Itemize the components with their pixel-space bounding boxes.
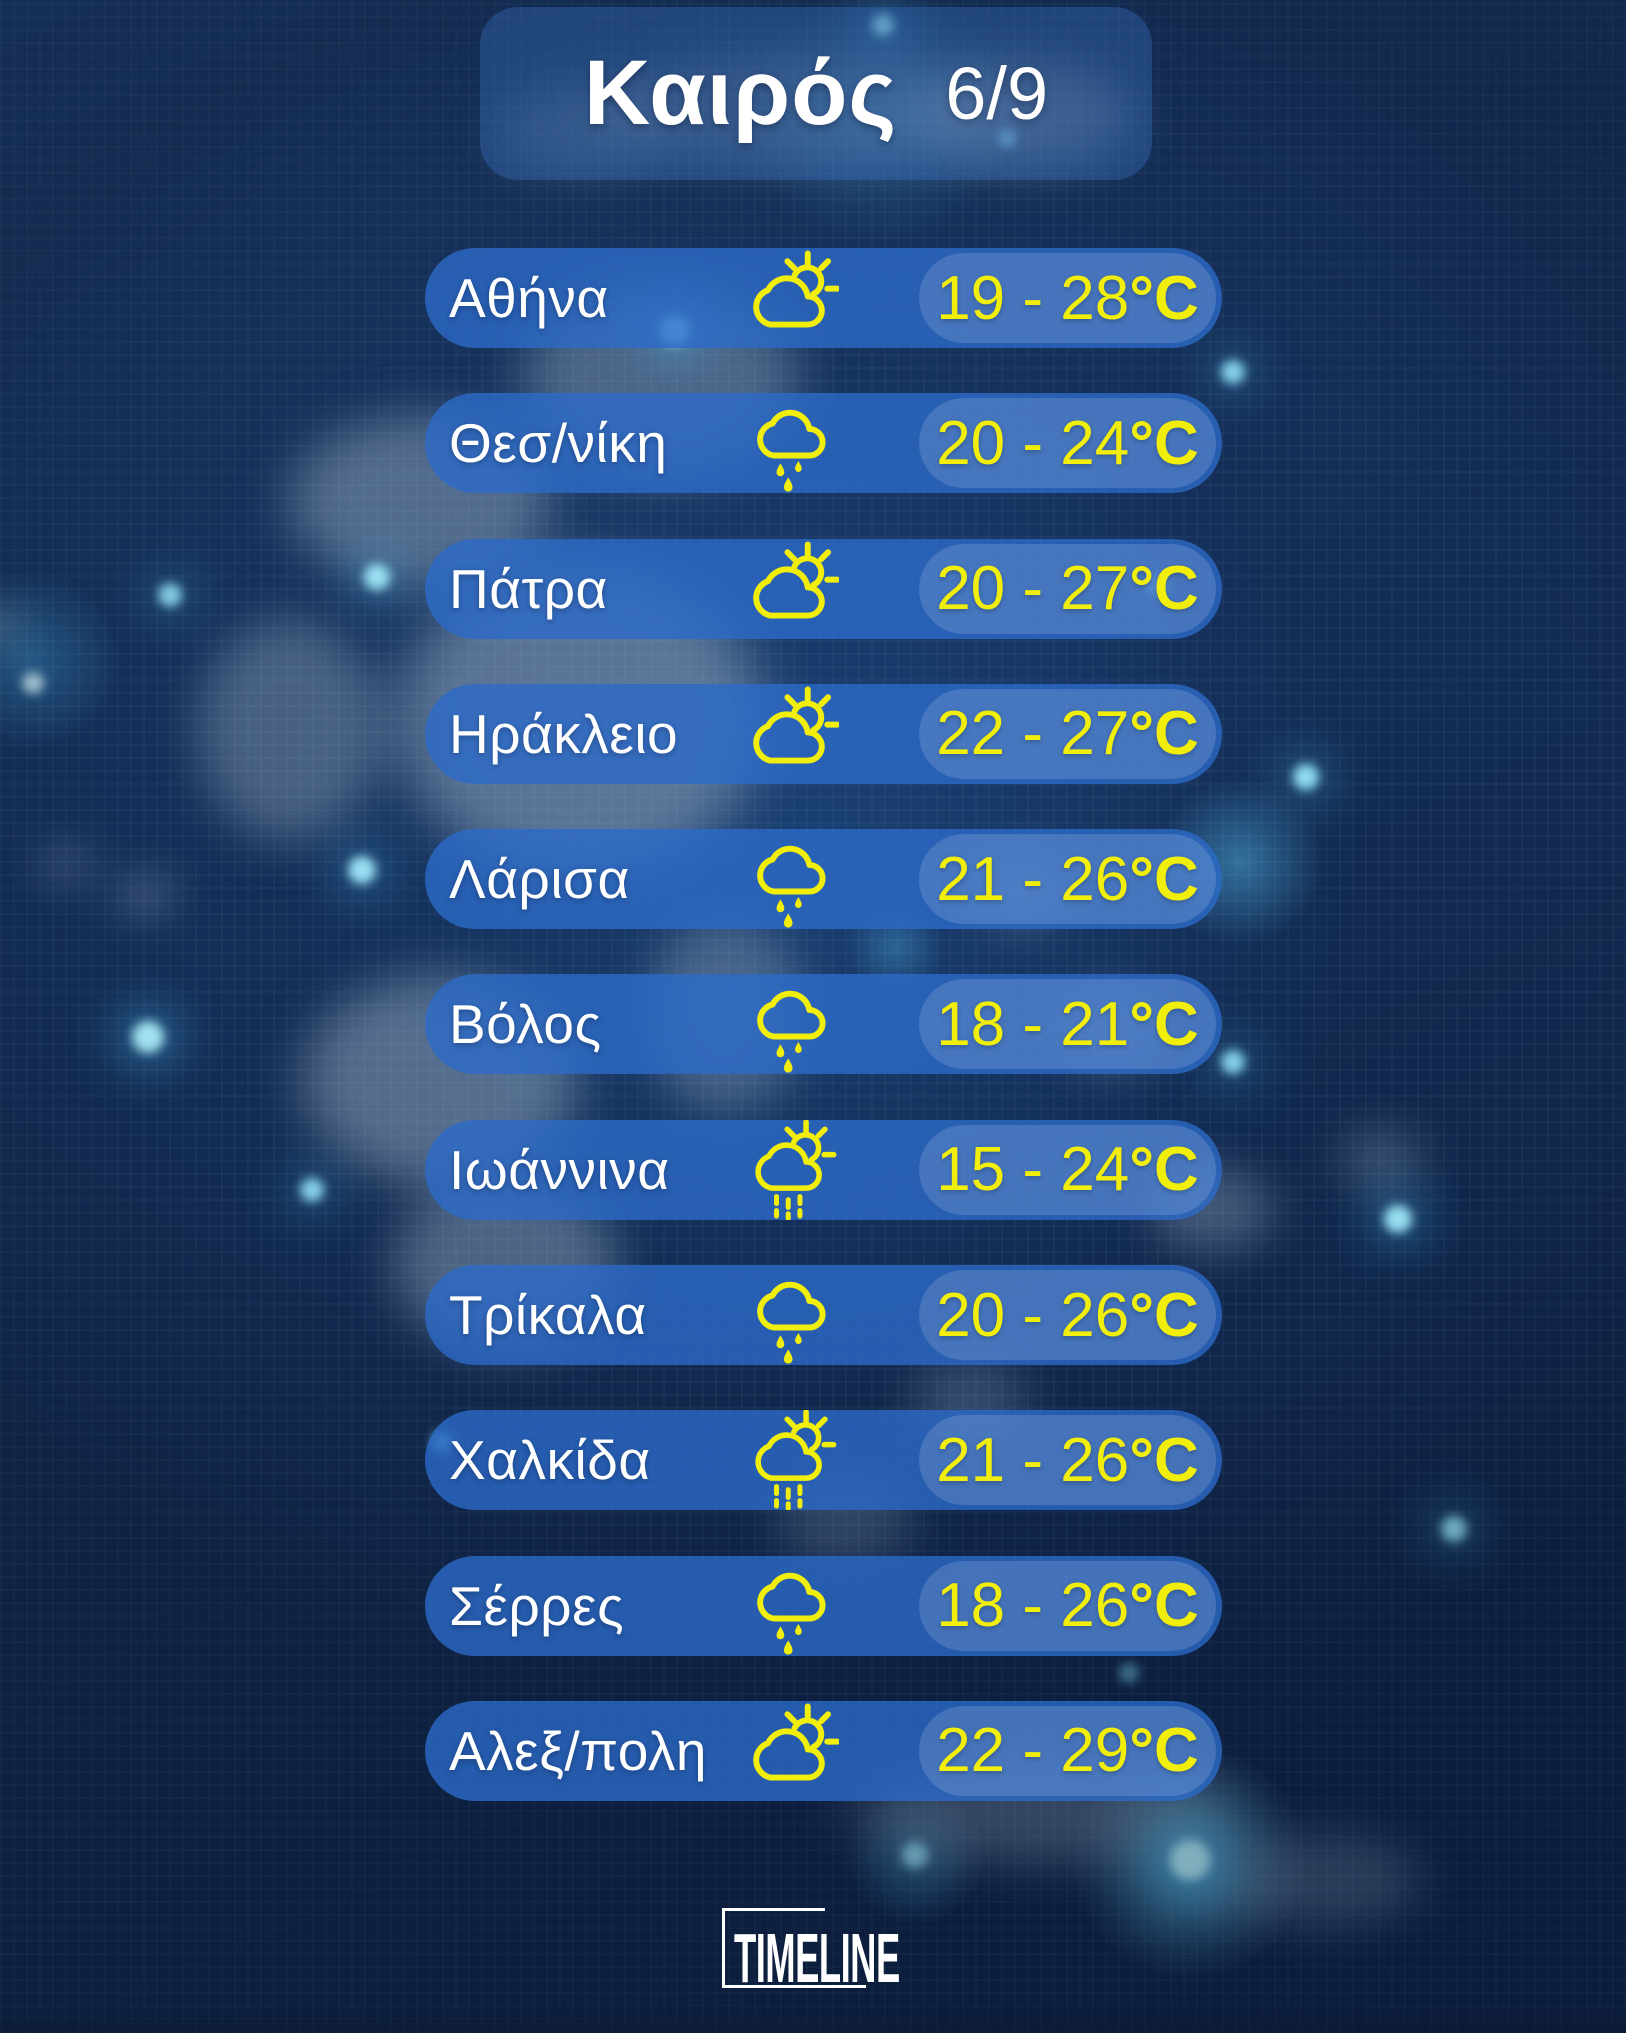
city-name: Χαλκίδα [449, 1429, 651, 1492]
temperature-unit: °C [1129, 1280, 1199, 1350]
header-pill: Καιρός 6/9 [480, 7, 1152, 180]
temperature-range: 15 - 24 [936, 1135, 1130, 1205]
partly-cloudy-icon [739, 539, 839, 639]
city-name: Σέρρες [449, 1574, 625, 1637]
temperature-range: 22 - 27 [936, 699, 1130, 769]
temperature-pill: 18 - 21 °C [919, 979, 1216, 1070]
city-name: Αλεξ/πολη [449, 1719, 707, 1782]
logo-frame [722, 1908, 866, 1988]
rain-icon [739, 829, 839, 929]
temperature-pill: 18 - 26 °C [919, 1560, 1216, 1651]
temperature-unit: °C [1129, 1571, 1199, 1641]
city-name: Βόλος [449, 993, 602, 1056]
temperature-pill: 21 - 26 °C [919, 834, 1216, 925]
temperature-pill: 20 - 26 °C [919, 1270, 1216, 1361]
temperature-unit: °C [1129, 844, 1199, 914]
forecast-row: Αλεξ/πολη 22 - 29 °C [425, 1700, 1222, 1801]
temperature-pill: 21 - 26 °C [919, 1415, 1216, 1506]
city-forecast-list: Αθήνα 19 - 28 °C Θεσ/νίκη 20 - 24 °C Πάτρα [425, 248, 1222, 1846]
forecast-row: Ηράκλειο 22 - 27 °C [425, 683, 1222, 784]
partly-cloudy-icon [739, 1701, 839, 1801]
forecast-row: Λάρισα 21 - 26 °C [425, 829, 1222, 930]
temperature-unit: °C [1129, 554, 1199, 624]
temperature-pill: 22 - 27 °C [919, 688, 1216, 779]
temperature-unit: °C [1129, 699, 1199, 769]
forecast-row: Τρίκαλα 20 - 26 °C [425, 1265, 1222, 1366]
temperature-range: 20 - 24 [936, 408, 1130, 478]
forecast-row: Ιωάννινα 15 - 24 °C [425, 1119, 1222, 1220]
rain-icon [739, 393, 839, 493]
temperature-unit: °C [1129, 408, 1199, 478]
city-name: Ηράκλειο [449, 702, 679, 765]
temperature-range: 21 - 26 [936, 844, 1130, 914]
temperature-range: 18 - 21 [936, 989, 1130, 1059]
temperature-unit: °C [1129, 1716, 1199, 1786]
city-name: Πάτρα [449, 557, 608, 620]
forecast-row: Πάτρα 20 - 27 °C [425, 538, 1222, 639]
temperature-pill: 22 - 29 °C [919, 1705, 1216, 1796]
temperature-unit: °C [1129, 1135, 1199, 1205]
city-name: Λάρισα [449, 848, 630, 911]
rain-icon [739, 1265, 839, 1365]
forecast-row: Θεσ/νίκη 20 - 24 °C [425, 393, 1222, 494]
logo-brand-text: TIMELINE [734, 1919, 900, 1997]
city-name: Αθήνα [449, 267, 609, 329]
sun-showers-icon [739, 1120, 839, 1220]
forecast-row: Χαλκίδα 21 - 26 °C [425, 1410, 1222, 1511]
temperature-range: 21 - 26 [936, 1425, 1130, 1495]
forecast-row: Σέρρες 18 - 26 °C [425, 1555, 1222, 1656]
temperature-pill: 20 - 27 °C [919, 543, 1216, 634]
city-name: Ιωάννινα [449, 1138, 670, 1201]
timeline-logo: TIMELINE [722, 1905, 932, 1997]
temperature-unit: °C [1129, 263, 1199, 333]
temperature-pill: 19 - 28 °C [919, 253, 1216, 343]
city-name: Θεσ/νίκη [449, 412, 668, 475]
page-title: Καιρός [583, 42, 898, 144]
partly-cloudy-icon [739, 248, 839, 348]
forecast-row: Αθήνα 19 - 28 °C [425, 248, 1222, 348]
temperature-pill: 20 - 24 °C [919, 398, 1216, 489]
rain-icon [739, 1556, 839, 1656]
temperature-unit: °C [1129, 1425, 1199, 1495]
temperature-range: 22 - 29 [936, 1716, 1130, 1786]
forecast-date: 6/9 [945, 52, 1049, 135]
temperature-range: 20 - 27 [936, 554, 1130, 624]
city-name: Τρίκαλα [449, 1284, 647, 1347]
sun-showers-icon [739, 1410, 839, 1510]
temperature-range: 18 - 26 [936, 1571, 1130, 1641]
temperature-unit: °C [1129, 989, 1199, 1059]
rain-icon [739, 974, 839, 1074]
partly-cloudy-icon [739, 684, 839, 784]
temperature-range: 20 - 26 [936, 1280, 1130, 1350]
temperature-pill: 15 - 24 °C [919, 1124, 1216, 1215]
temperature-range: 19 - 28 [936, 263, 1130, 333]
forecast-row: Βόλος 18 - 21 °C [425, 974, 1222, 1075]
